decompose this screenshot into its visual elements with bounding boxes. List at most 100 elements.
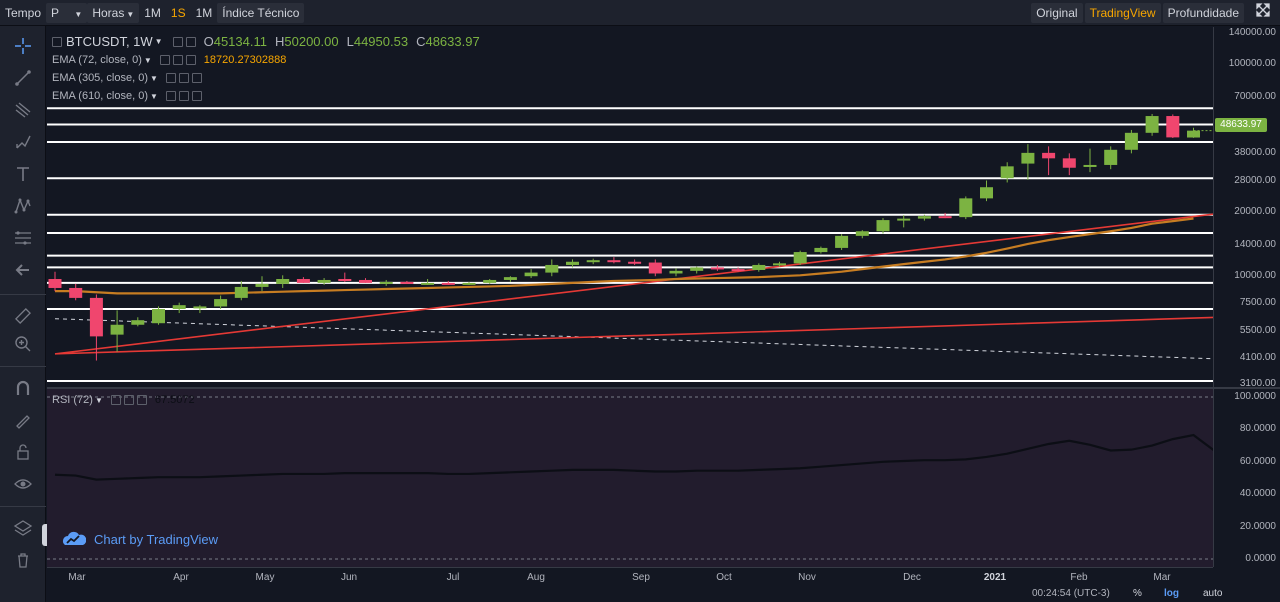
candle-body [855,231,869,236]
candle-body [524,272,538,277]
chevron-down-icon[interactable]: ▼ [94,395,103,405]
candle-body [214,299,228,307]
interval-1s-button[interactable]: 1S [170,5,186,20]
chevron-down-icon[interactable]: ▼ [154,37,163,46]
rsi-pane[interactable] [47,389,1213,567]
ema305-title[interactable]: EMA (305, close, 0) [52,72,148,84]
settings-icon[interactable] [178,91,189,101]
pattern-icon[interactable] [11,194,35,218]
hours-dropdown[interactable]: Horas ▼ [87,2,140,23]
tradingview-watermark[interactable]: Chart by TradingView [62,530,218,548]
price-chart[interactable] [47,27,1213,387]
time-axis-label: 2021 [983,572,1007,583]
clock-readout: 00:24:54 (UTC-3) [1032,588,1110,599]
zoom-in-icon[interactable] [11,332,35,356]
ema72-legend: EMA (72, close, 0) ▼ 18720.27302888 [52,54,286,66]
price-axis[interactable]: 140000.00 100000.00 70000.00 38000.00 28000.… [1213,27,1280,567]
fib-icon[interactable] [11,226,35,250]
resolution-select[interactable]: P ▼ [46,2,88,23]
candle-body [1021,152,1035,164]
interval-1m2-button[interactable]: 1M [195,5,213,20]
interval-1m-button[interactable]: 1M [144,5,161,20]
price-axis-label: 140000.00 [1228,27,1276,39]
price-axis-label: 10000.00 [1234,270,1276,282]
high-label: H [274,34,285,49]
close-icon[interactable] [191,91,202,101]
log-scale-button[interactable]: log [1164,588,1179,599]
depth-view-button[interactable]: Profundidade [1162,3,1244,23]
indicators-button[interactable]: Índice Técnico [217,2,305,23]
stay-drawing-icon[interactable] [11,408,35,432]
eye-icon[interactable] [110,395,121,405]
candle-body [1124,132,1138,150]
chart-collapse-icon[interactable] [52,36,62,47]
pane-separator[interactable] [47,387,1280,389]
candle-body [566,261,579,265]
candle-body [545,264,559,273]
price-axis-label: 14000.00 [1234,239,1276,251]
layers-icon[interactable] [11,516,35,540]
low-value: 44950.53 [353,34,409,49]
back-arrow-icon[interactable] [11,258,35,282]
drawing-toolbar [0,26,46,602]
candle-body [731,269,745,272]
eye-icon[interactable] [165,73,176,83]
eye-icon[interactable] [165,91,176,101]
candle-body [255,283,269,287]
crosshair-icon[interactable] [11,34,35,58]
candle-body [835,235,849,248]
collapse-toolbar-handle[interactable] [42,524,50,546]
chevron-down-icon[interactable]: ▼ [150,73,158,83]
fullscreen-icon[interactable] [1246,3,1280,23]
time-axis-label: May [255,572,275,583]
close-icon[interactable] [136,395,147,405]
resolution-value: P [51,5,60,20]
tradingview-view-button[interactable]: TradingView [1084,3,1161,23]
magnet-icon[interactable] [11,376,35,400]
chevron-down-icon[interactable]: ▼ [143,55,152,65]
settings-icon[interactable] [172,55,183,65]
ruler-icon[interactable] [11,304,35,328]
close-icon[interactable] [185,55,196,65]
time-axis-label: Jul [446,572,460,583]
candle-body [1083,164,1097,167]
top-toolbar: Tempo P ▼ Horas ▼ 1M 1S 1M Índice Técnico… [0,0,1280,26]
ema72-title[interactable]: EMA (72, close, 0) [52,54,142,66]
tempo-label: Tempo [5,5,42,20]
auto-scale-button[interactable]: auto [1203,588,1223,599]
settings-icon[interactable] [123,395,134,405]
text-icon[interactable] [11,162,35,186]
brush-icon[interactable] [11,130,35,154]
percent-scale-button[interactable]: % [1133,588,1142,599]
time-axis-label: Dec [903,572,921,583]
candle-body [793,252,807,264]
symbol-title[interactable]: BTCUSDT, 1W [66,34,153,49]
time-axis[interactable]: Mar Apr May Jun Jul Aug Sep Oct Nov Dec 2021 Feb Mar [47,567,1213,589]
original-view-button[interactable]: Original [1031,3,1083,23]
eye-icon[interactable] [159,55,170,65]
eye-icon[interactable] [185,36,196,47]
settings-icon[interactable] [178,73,189,83]
rsi-title[interactable]: RSI (72) [52,394,93,406]
trend-line-icon[interactable] [11,66,35,90]
trash-icon[interactable] [11,548,35,572]
close-icon[interactable] [191,73,202,83]
price-axis-label: 4100.00 [1239,352,1276,364]
price-axis-label: 100000.00 [1228,58,1276,70]
candle-body [483,279,497,283]
ema610-title[interactable]: EMA (610, close, 0) [52,90,148,102]
time-axis-label: Apr [173,572,189,583]
candle-body [980,187,993,199]
bottom-toolbar: 00:24:54 (UTC-3) % log auto [47,586,1280,602]
price-axis-label: 70000.00 [1234,91,1276,103]
candle-body [110,324,124,335]
lock-icon[interactable] [11,440,35,464]
chevron-down-icon[interactable]: ▼ [150,91,158,101]
candle-body [690,267,704,271]
candle-body [773,263,786,266]
candle-body [1062,158,1076,168]
settings-icon[interactable] [172,36,183,47]
candle-body [276,279,290,284]
pitchfork-icon[interactable] [11,98,35,122]
eye-icon[interactable] [11,472,35,496]
